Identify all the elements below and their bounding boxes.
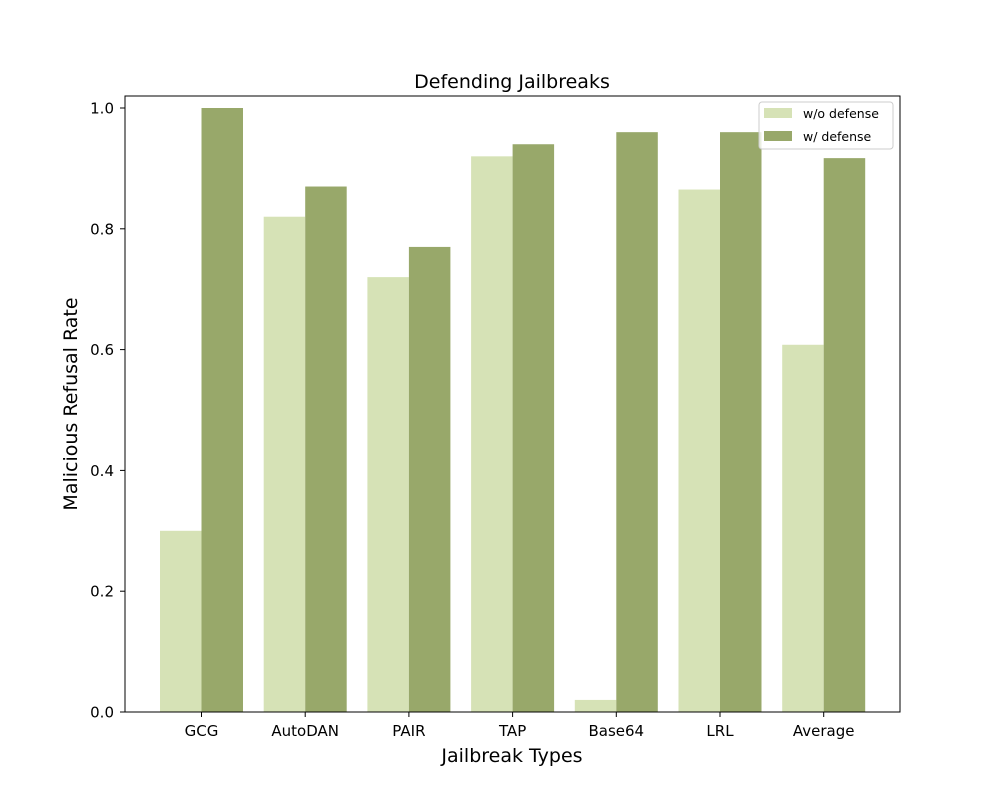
x-tick-label: GCG [185, 722, 219, 740]
x-tick-label: AutoDAN [271, 722, 339, 740]
bar-tap-wo-defense [471, 156, 513, 712]
x-axis-title: Jailbreak Types [440, 745, 582, 767]
x-tick-label: PAIR [392, 722, 425, 740]
bar-gcg-wo-defense [160, 530, 202, 712]
bar-base64-w-defense [616, 132, 658, 712]
bar-tap-w-defense [512, 144, 555, 713]
x-tick-label: TAP [498, 722, 526, 740]
legend-swatch-w-defense [764, 131, 792, 141]
bar-gcg-w-defense [201, 108, 243, 712]
x-tick-label: Base64 [588, 722, 644, 740]
x-axis: GCG AutoDAN PAIR TAP Base64 LRL Average [185, 712, 855, 740]
y-tick-label: 0.2 [90, 583, 114, 601]
bar-autodan-wo-defense [263, 216, 306, 712]
y-axis: 0.0 0.2 0.4 0.6 0.8 1.0 [90, 100, 125, 722]
y-axis-title: Malicious Refusal Rate [60, 297, 82, 510]
bar-lrl-w-defense [720, 132, 762, 712]
y-tick-label: 0.6 [90, 341, 114, 359]
bar-average-w-defense [823, 158, 866, 712]
bar-base64-wo-defense [574, 699, 617, 712]
legend: w/o defense w/ defense [758, 101, 894, 150]
bar-average-wo-defense [782, 344, 824, 712]
y-tick-label: 0.4 [90, 462, 114, 480]
legend-label-wo-defense: w/o defense [803, 106, 879, 121]
y-tick-label: 0.0 [90, 704, 114, 722]
legend-swatch-wo-defense [764, 108, 792, 118]
bar-pair-w-defense [408, 246, 451, 713]
legend-frame [758, 101, 894, 150]
legend-label-w-defense: w/ defense [803, 129, 872, 144]
bars-group [160, 108, 866, 713]
x-tick-label: Average [793, 722, 855, 740]
y-tick-label: 1.0 [90, 100, 114, 118]
bar-lrl-wo-defense [678, 189, 720, 713]
y-tick-label: 0.8 [90, 220, 114, 238]
bar-autodan-w-defense [305, 186, 347, 712]
chart-title: Defending Jailbreaks [414, 71, 610, 93]
bar-pair-wo-defense [367, 277, 409, 712]
x-tick-label: LRL [706, 722, 734, 740]
